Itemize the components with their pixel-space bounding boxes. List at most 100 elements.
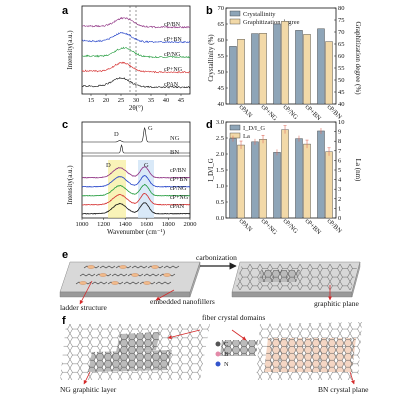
raman-tick-label: 1000	[76, 221, 89, 228]
panel-f-schematic: f C B N fiber crystal domains NG graphit…	[60, 313, 369, 394]
nanofiller-arrow	[155, 289, 175, 301]
panel-a-xrd: a cP/BN cP+BN cP/NG cP+NG cPAN 15 20 25 30 35 40 4…	[62, 5, 191, 112]
raman-ref-ng	[82, 127, 190, 143]
right-slab	[231, 261, 361, 298]
right-tick-label: 9	[338, 129, 341, 136]
bar-Crystallinity-cP/BN	[317, 28, 325, 105]
carbonization-label: carbonization	[196, 253, 237, 262]
fiber-domain-a	[116, 332, 160, 352]
panel-c-d-band	[108, 160, 126, 218]
panel-c-y-title: Intensity(a.u.)	[66, 165, 74, 205]
raman-tick-label: 1200	[97, 221, 110, 228]
panel-c-ref-g-label: G	[148, 125, 153, 132]
ladder-segment	[131, 265, 148, 269]
right-tick-label: 45	[338, 89, 345, 96]
ladder-segment	[123, 281, 140, 285]
panel-a-x-ticks: 15 20 25 30 35 40 45	[88, 94, 184, 104]
bn-cluster	[220, 322, 362, 380]
atom-legend: C B N	[215, 341, 229, 368]
left-tick-label: 2.0	[216, 151, 224, 158]
ng-cluster	[60, 324, 210, 380]
panel-c-bn-label: BN	[170, 149, 179, 156]
ladder-segment	[111, 273, 128, 277]
atom-b-dot	[215, 351, 221, 357]
atom-c-dot	[215, 341, 221, 347]
panel-a-x-title: 2θ(°)	[129, 104, 144, 112]
panel-d-category-labels: cPAN cP+NG cP/NG cP+BN cP/BN	[238, 217, 343, 236]
right-tick-label: 80	[338, 5, 345, 12]
dark-crystal-domain	[258, 270, 300, 282]
ladder-chains	[75, 265, 180, 285]
left-tick-label: 1.5	[216, 167, 224, 174]
raman-label-cP+BN: cP+BN	[170, 177, 188, 183]
panel-c-letter: c	[62, 119, 68, 131]
panel-c-reference-curves	[82, 127, 190, 154]
raman-curve-cP/NG	[81, 183, 191, 197]
nanofiller	[143, 281, 151, 285]
panel-b-letter: b	[206, 5, 213, 17]
panel-d-legend: I_D/I_G La	[229, 124, 265, 140]
category-label-cP+BN: cP+BN	[304, 103, 323, 122]
raman-label-cP/BN: cP/BN	[170, 168, 187, 174]
bar-La-cP/BN	[325, 151, 333, 219]
panel-b-y-title-left: Crystallinity (%)	[207, 34, 215, 82]
bar-Crystallinity-cP+BN	[295, 30, 303, 105]
bar-La-cPAN	[237, 144, 245, 219]
right-tick-label: 2	[338, 196, 341, 203]
panel-b-legend: Crystallinity Graphitization degree	[229, 10, 300, 26]
raman-curve-cPAN	[81, 202, 191, 215]
panel-c-g-band-label: G	[144, 162, 149, 169]
panel-c-d-band-label: D	[106, 162, 111, 169]
ladder-segment	[79, 273, 96, 277]
panel-f-letter: f	[62, 315, 66, 327]
panel-a-letter: a	[62, 5, 69, 17]
right-tick-label: 4	[338, 177, 342, 184]
panel-c-ref-d-label: D	[114, 131, 119, 138]
left-tick-label: 1.0	[216, 183, 224, 190]
right-tick-label: 60	[338, 53, 345, 60]
right-tick-label: 5	[338, 167, 341, 174]
panel-e-letter: e	[62, 249, 68, 261]
embedded-label: embedded nanofillers	[150, 297, 215, 306]
left-tick-label: 2.5	[216, 135, 224, 142]
bar-La-cP+NG	[259, 139, 267, 219]
nanofiller	[99, 273, 107, 277]
legend-graphitization: Graphitization degree	[243, 19, 300, 26]
fiber-domain-b	[220, 340, 258, 356]
fiber-label-line1: fiber crystal domains	[202, 313, 265, 322]
atom-b-label: B	[224, 351, 229, 358]
xrd-label-cPAN: cPAN	[164, 82, 179, 88]
bar-Graphitization degree-cP/BN	[325, 41, 333, 105]
panel-c-ng-label: NG	[170, 135, 180, 142]
category-label-cPAN: cPAN	[238, 217, 254, 233]
category-label-cP+NG: cP+NG	[260, 217, 279, 236]
legend-swatch-idig	[229, 124, 241, 131]
bar-Graphitization degree-cP/NG	[281, 21, 289, 105]
panel-c-curves	[81, 166, 191, 215]
bar-La-cP/NG	[281, 129, 289, 219]
category-label-cPAN: cPAN	[238, 103, 254, 119]
left-tick-label: 50	[218, 69, 225, 76]
nanofiller	[163, 273, 171, 277]
right-tick-label: 7	[338, 148, 342, 155]
panel-c-g-band	[138, 160, 154, 218]
ladder-segment	[163, 265, 180, 269]
panel-d-y-title-right: La (nm)	[354, 159, 362, 182]
bar-Crystallinity-cP+NG	[251, 33, 259, 105]
legend-swatch-la	[229, 132, 241, 139]
panel-d-right-ticks: 0 1 2 3 4 5 6 7 8 9 10	[334, 119, 345, 222]
right-tick-label: 55	[338, 65, 345, 72]
bar-I_D/I_G-cP+NG	[251, 141, 259, 219]
right-tick-label: 75	[338, 17, 345, 24]
left-tick-label: 45	[218, 85, 225, 92]
nanofiller	[111, 281, 119, 285]
panel-d-y-title-left: I_D/I_G	[207, 158, 215, 182]
panel-e-schematic: e carbonization ladder structure embedde…	[59, 249, 361, 312]
bar-Crystallinity-cP/NG	[273, 23, 281, 105]
legend-la: La	[243, 133, 250, 140]
xrd-label-cP/NG: cP/NG	[164, 52, 181, 58]
nanofiller	[87, 265, 95, 269]
bn-crystal-plane	[264, 338, 356, 372]
panel-b-y-title-right: Graphitization degree (%)	[354, 21, 362, 95]
